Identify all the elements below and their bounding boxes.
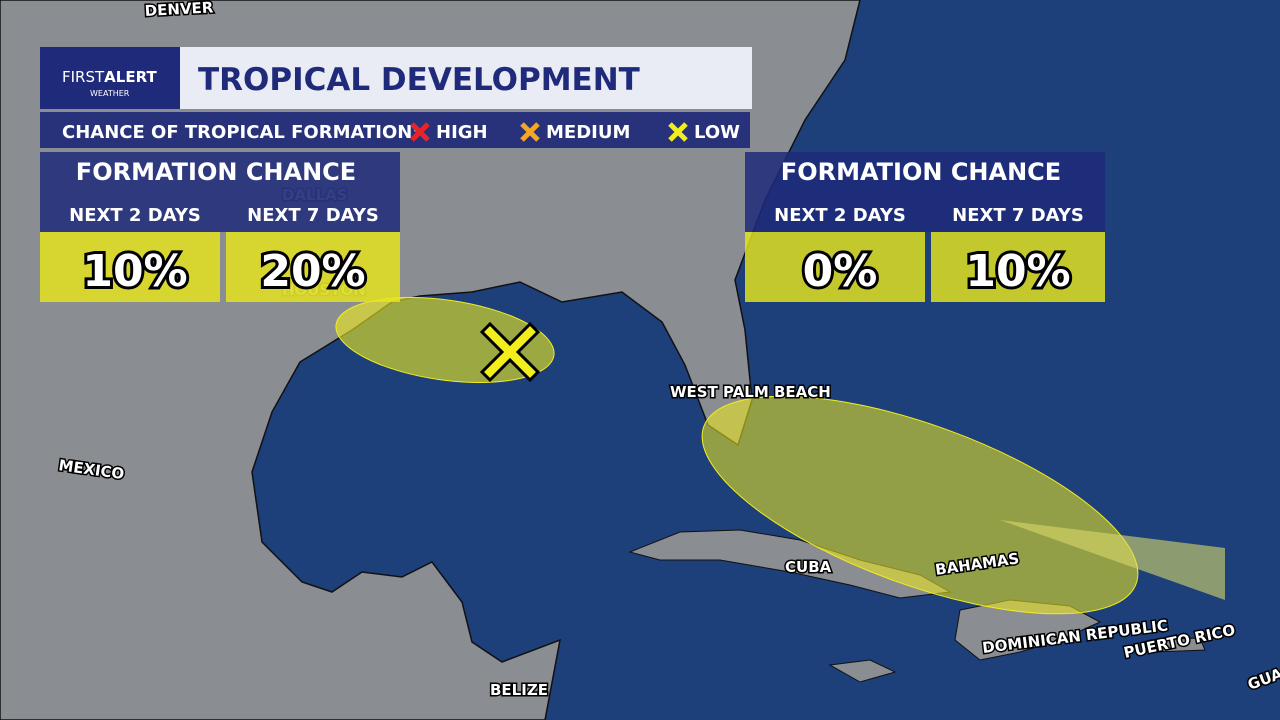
logo-first: FIRSTALERT	[62, 68, 157, 86]
chance-value: 20%	[260, 246, 365, 297]
legend-item-label: HIGH	[436, 122, 488, 143]
chance-value: 10%	[82, 246, 187, 297]
panel-title: FORMATION CHANCE	[76, 158, 356, 186]
logo-sub: WEATHER	[90, 89, 130, 98]
legend-icon	[668, 122, 688, 142]
legend-label: CHANCE OF TROPICAL FORMATION:	[62, 122, 420, 143]
period-label: NEXT 2 DAYS	[69, 205, 201, 226]
chance-box	[931, 232, 1105, 302]
map-label: WEST PALM BEACH	[670, 383, 831, 401]
map-label: DENVER	[144, 0, 214, 20]
logo-first: FIRST	[62, 68, 105, 86]
period-label: NEXT 2 DAYS	[774, 205, 906, 226]
legend-icon	[520, 122, 540, 142]
legend: HIGH MEDIUM LOW	[410, 122, 740, 143]
chance-value: 10%	[965, 246, 1070, 297]
outlook-area-atlantic	[701, 395, 1139, 615]
logo-alert: ALERT	[104, 68, 157, 86]
title: TROPICAL DEVELOPMENT	[198, 62, 640, 98]
chance-box	[226, 232, 400, 302]
chance-box	[745, 232, 925, 302]
legend-icon	[410, 122, 430, 142]
logo-box	[40, 47, 180, 109]
panel-title-bg	[745, 152, 1105, 232]
map-label: BELIZE	[490, 681, 548, 699]
low-chance-marker	[479, 321, 541, 383]
legend-item-label: LOW	[694, 122, 740, 143]
period-label: NEXT 7 DAYS	[952, 205, 1084, 226]
puerto-rico	[1149, 637, 1206, 653]
panel-title: FORMATION CHANCE	[781, 158, 1061, 186]
panel-title-bg	[40, 152, 400, 232]
motion-arrow	[1000, 520, 1225, 600]
map-label: CUBA	[785, 558, 832, 576]
jamaica	[828, 659, 897, 683]
chance-value: 0%	[803, 246, 878, 297]
legend-bar	[40, 112, 750, 148]
panels: FORMATION CHANCE NEXT 2 DAYS 10% NEXT 7 DAY…	[40, 152, 1105, 302]
legend-item-label: MEDIUM	[546, 122, 630, 143]
chance-box	[40, 232, 220, 302]
period-label: NEXT 7 DAYS	[247, 205, 379, 226]
